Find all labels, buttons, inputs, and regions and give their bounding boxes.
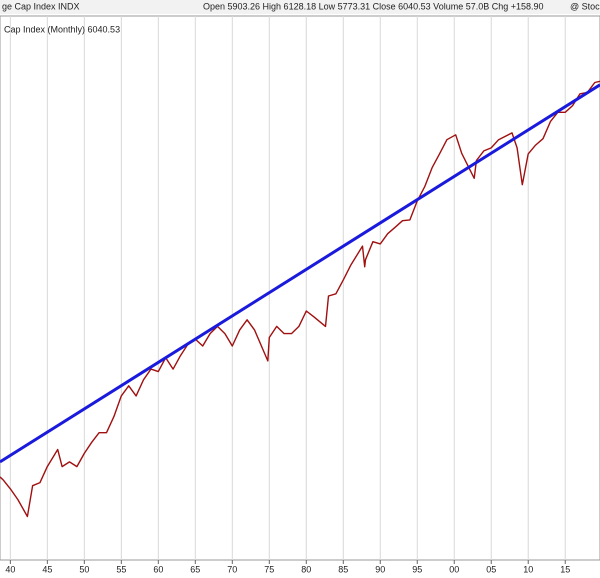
x-tick-label: 55	[116, 564, 126, 574]
x-tick-label: 45	[42, 564, 52, 574]
x-tick-label: 85	[338, 564, 348, 574]
plot-frame	[0, 15, 600, 561]
x-tick-label: 95	[412, 564, 422, 574]
quote: Open 5903.26 High 6128.18 Low 5773.31 Cl…	[203, 1, 544, 11]
header-bar	[0, 0, 600, 14]
source: @ Stock	[570, 1, 600, 11]
price-line	[0, 80, 600, 518]
x-tick-label: 50	[79, 564, 89, 574]
x-tick-label: 40	[5, 564, 15, 574]
x-tick-label: 90	[375, 564, 385, 574]
legend-label: Cap Index (Monthly) 6040.53	[4, 24, 120, 34]
symbol-name: ge Cap Index INDX	[2, 1, 80, 11]
x-tick-label: 60	[153, 564, 163, 574]
x-tick-label: 80	[301, 564, 311, 574]
x-tick-label: 15	[560, 564, 570, 574]
x-tick-label: 65	[190, 564, 200, 574]
x-tick-label: 10	[523, 564, 533, 574]
x-tick-label: 05	[486, 564, 496, 574]
trend-line	[0, 83, 600, 464]
x-tick-label: 00	[449, 564, 459, 574]
x-tick-label: 70	[227, 564, 237, 574]
x-tick-label: 75	[264, 564, 274, 574]
